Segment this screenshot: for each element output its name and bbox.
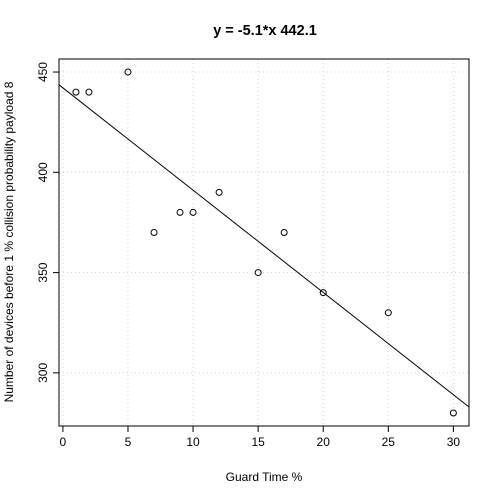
y-axis-label: Number of devices before 1 % collision p… xyxy=(2,81,16,402)
grid xyxy=(59,59,469,426)
x-tick-label: 0 xyxy=(60,435,67,449)
data-point xyxy=(85,88,93,96)
y-tick-label: 300 xyxy=(36,363,50,383)
x-tick-label: 25 xyxy=(382,435,396,449)
data-point xyxy=(72,88,80,96)
x-tick-label: 20 xyxy=(317,435,331,449)
data-point xyxy=(176,208,184,216)
x-tick-label: 5 xyxy=(125,435,132,449)
data-point xyxy=(215,188,223,196)
data-point xyxy=(280,228,288,236)
y-tick-label: 400 xyxy=(36,162,50,182)
x-axis: 0 5 10 15 20 25 30 xyxy=(60,426,461,449)
regression-line xyxy=(58,84,470,408)
data-point xyxy=(319,289,327,297)
chart-title: y = -5.1*x 442.1 xyxy=(213,23,317,39)
data-points xyxy=(72,68,457,417)
x-tick-label: 10 xyxy=(186,435,200,449)
data-point xyxy=(124,68,132,76)
x-tick-label: 15 xyxy=(251,435,265,449)
data-point xyxy=(449,409,457,417)
x-tick-label: 30 xyxy=(447,435,461,449)
data-point xyxy=(254,269,262,277)
x-axis-label: Guard Time % xyxy=(226,470,303,484)
data-point xyxy=(189,208,197,216)
y-axis: 300 350 400 450 xyxy=(36,62,59,383)
plot-frame xyxy=(58,58,470,427)
data-point xyxy=(150,228,158,236)
data-point xyxy=(384,309,392,317)
y-tick-label: 450 xyxy=(36,62,50,82)
y-tick-label: 350 xyxy=(36,262,50,282)
